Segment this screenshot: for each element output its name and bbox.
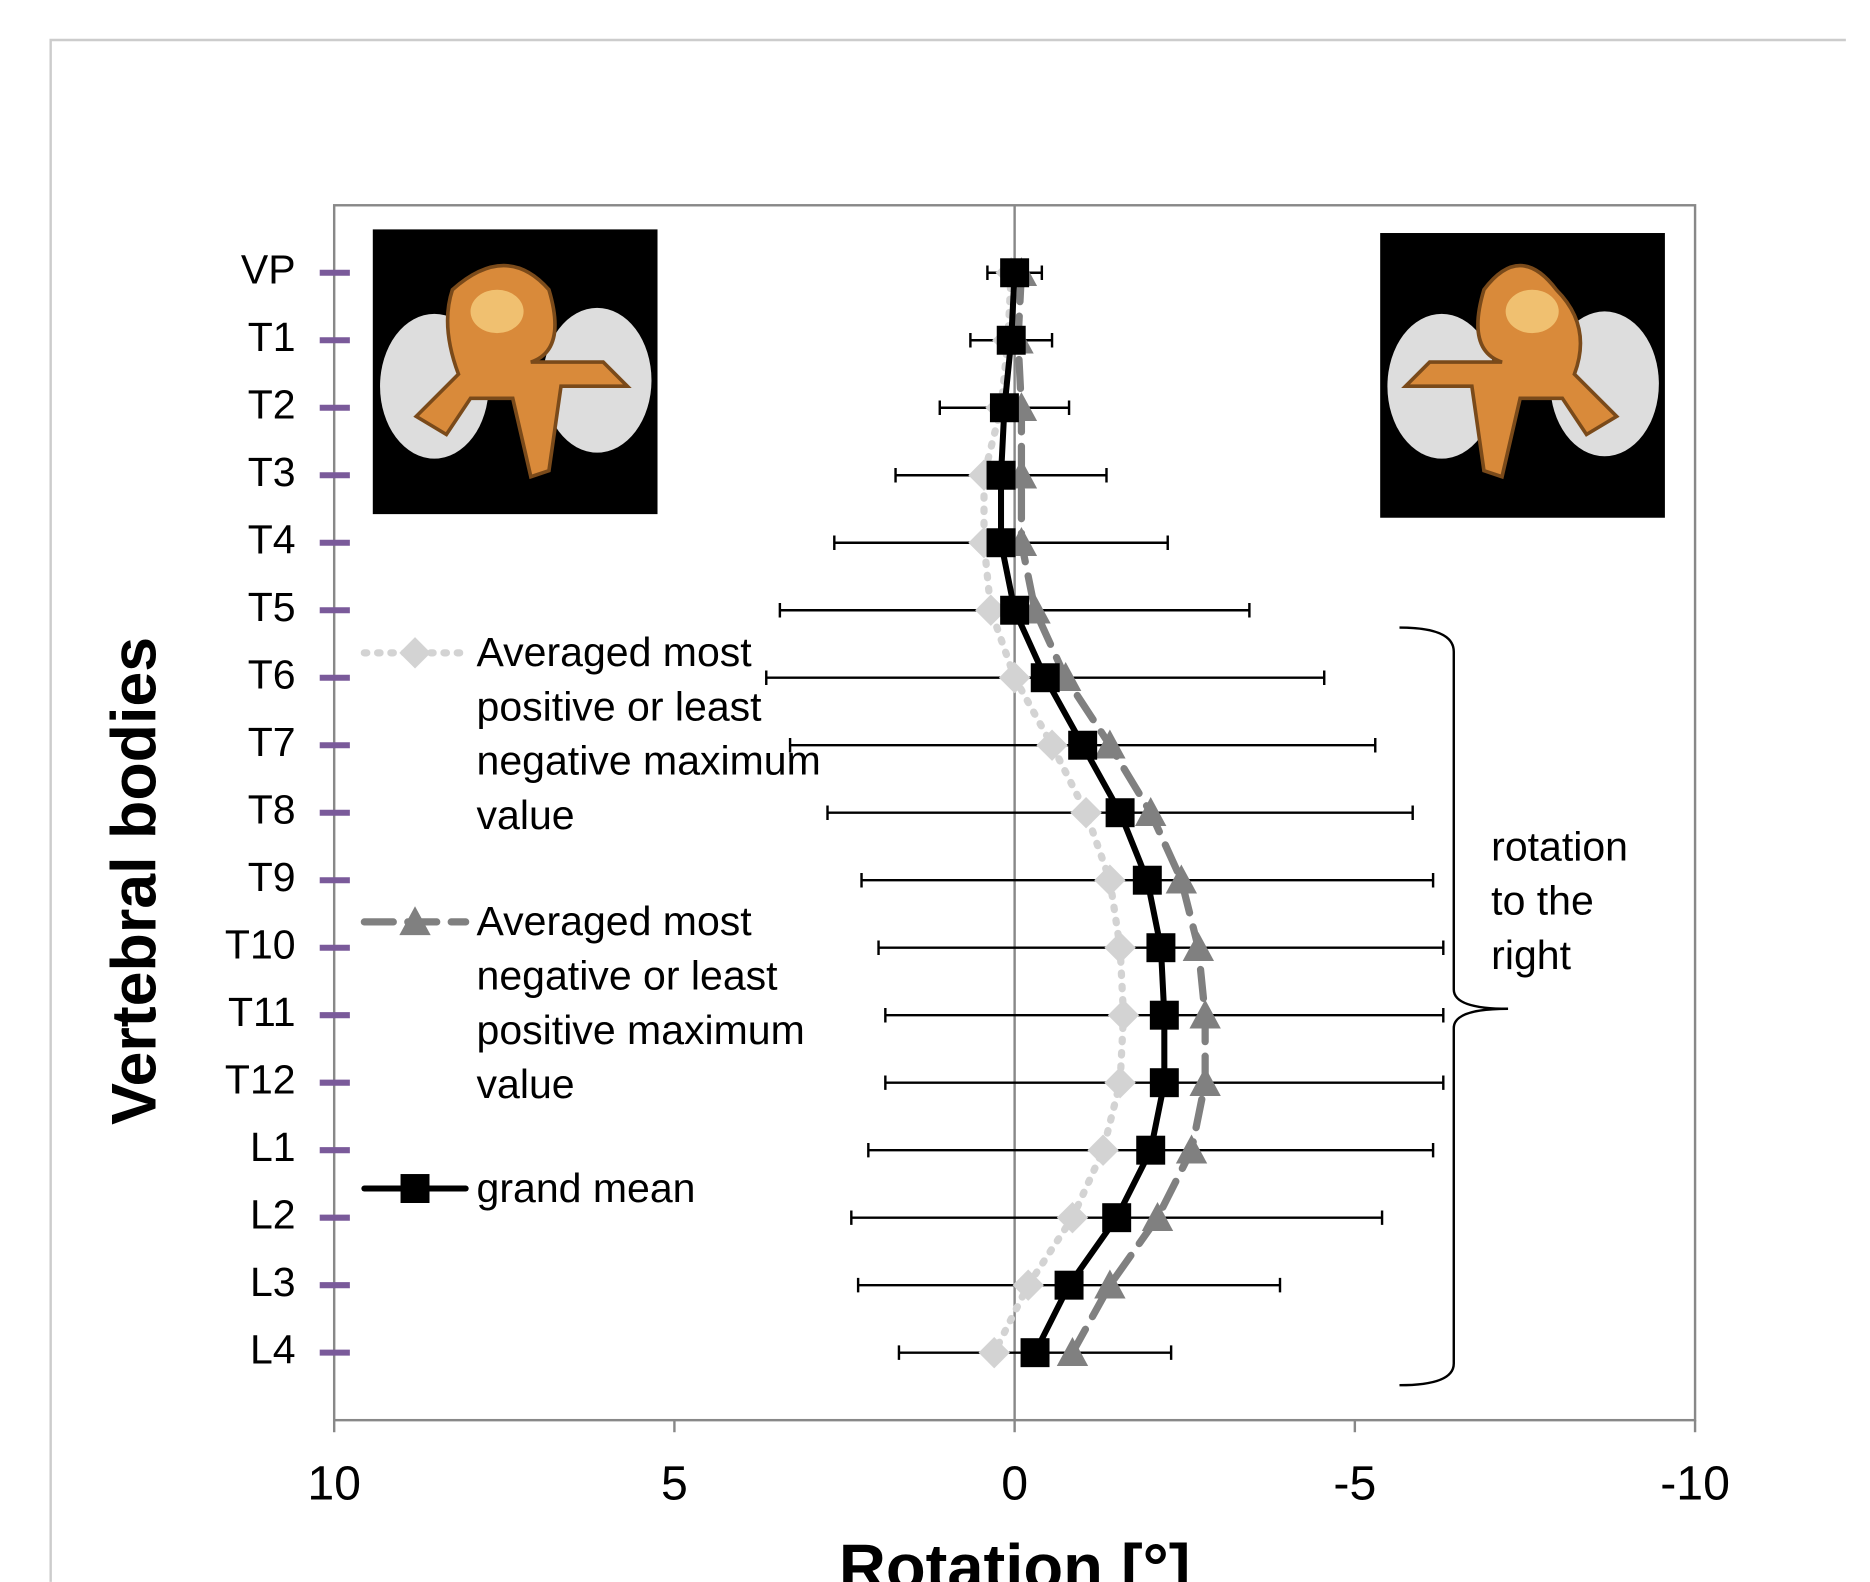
y-tick-label: T11 xyxy=(228,989,296,1035)
marker-square xyxy=(989,393,1019,423)
marker-triangle xyxy=(1135,797,1167,826)
marker-triangle xyxy=(399,906,431,936)
marker-square xyxy=(1030,663,1060,693)
marker-diamond xyxy=(1056,1201,1089,1234)
marker-square xyxy=(1105,798,1135,828)
vertebra-image-left xyxy=(372,229,658,515)
legend-entry: Averaged most positive or least negative… xyxy=(476,629,821,839)
series-line xyxy=(980,269,1128,1357)
marker-square xyxy=(1132,865,1162,895)
x-axis-title: Rotation [°] xyxy=(839,1530,1191,1582)
marker-triangle xyxy=(1094,1269,1126,1299)
marker-triangle xyxy=(1165,864,1198,894)
y-tick-label: T3 xyxy=(248,449,296,495)
y-tick-label: T10 xyxy=(225,922,296,968)
y-tick-label: T9 xyxy=(248,854,296,900)
annotation-box: rotation to the right xyxy=(1491,824,1628,979)
legend-label: Averaged most positive or least negative… xyxy=(476,629,821,839)
annotation: rotation to the right xyxy=(1491,824,1628,979)
marker-diamond xyxy=(1107,999,1140,1031)
marker-triangle xyxy=(1189,999,1221,1029)
x-tick-label: 5 xyxy=(661,1456,688,1510)
y-tick-label: T7 xyxy=(248,719,296,765)
y-tick-label: T8 xyxy=(248,787,296,833)
marker-diamond xyxy=(1070,797,1102,829)
y-tick-label: L1 xyxy=(250,1124,296,1170)
marker-triangle xyxy=(1175,1134,1208,1164)
marker-triangle xyxy=(1189,1067,1221,1096)
frame xyxy=(49,38,1846,1582)
marker-square xyxy=(1068,730,1098,760)
x-tick-label: -10 xyxy=(1660,1456,1730,1510)
legend-entry: grand mean xyxy=(476,1165,696,1212)
marker-square xyxy=(1136,1135,1166,1165)
marker-square xyxy=(1149,1068,1179,1098)
y-tick-label: T6 xyxy=(248,652,296,698)
brace xyxy=(1399,626,1509,1387)
marker-square xyxy=(1000,258,1030,288)
y-tick-label: L2 xyxy=(250,1192,296,1238)
legend-entry: Averaged most negative or least positive… xyxy=(476,898,805,1108)
marker-square xyxy=(400,1174,430,1204)
y-tick-label: VP xyxy=(241,247,296,293)
y-axis-title: Vertebral bodies xyxy=(99,637,169,1125)
y-tick-label: L4 xyxy=(250,1326,296,1372)
marker-square xyxy=(1054,1270,1084,1300)
marker-square xyxy=(996,325,1026,355)
legend-label: grand mean xyxy=(476,1165,696,1212)
y-tick-label: T5 xyxy=(248,584,296,630)
marker-diamond xyxy=(399,637,431,669)
y-tick-label: T1 xyxy=(248,314,296,360)
marker-diamond xyxy=(1104,932,1136,964)
x-tick-label: -5 xyxy=(1333,1456,1376,1510)
y-tick-label: T4 xyxy=(248,517,296,563)
marker-triangle xyxy=(1056,1336,1089,1366)
marker-square xyxy=(1146,933,1176,963)
vertebra-image-right xyxy=(1380,233,1665,518)
marker-square xyxy=(1102,1203,1132,1233)
marker-diamond xyxy=(998,662,1031,694)
y-tick-label: L3 xyxy=(250,1259,296,1305)
x-tick-label: 10 xyxy=(307,1456,361,1510)
marker-diamond xyxy=(1104,1067,1136,1099)
marker-square xyxy=(1000,595,1030,625)
marker-triangle xyxy=(1141,1201,1174,1231)
marker-diamond xyxy=(1087,1134,1119,1166)
marker-diamond xyxy=(978,1336,1010,1369)
marker-square xyxy=(986,528,1016,558)
x-tick-label: 0 xyxy=(1001,1456,1028,1510)
marker-square xyxy=(1149,1000,1179,1030)
marker-triangle xyxy=(1182,932,1215,961)
y-tick-label: T2 xyxy=(248,382,296,428)
marker-triangle xyxy=(1094,729,1126,759)
y-tick-label: T12 xyxy=(225,1057,296,1103)
marker-diamond xyxy=(1036,729,1068,761)
marker-square xyxy=(986,460,1016,490)
marker-square xyxy=(1020,1338,1050,1368)
legend-label: Averaged most negative or least positive… xyxy=(476,898,805,1108)
marker-diamond xyxy=(1094,864,1126,896)
